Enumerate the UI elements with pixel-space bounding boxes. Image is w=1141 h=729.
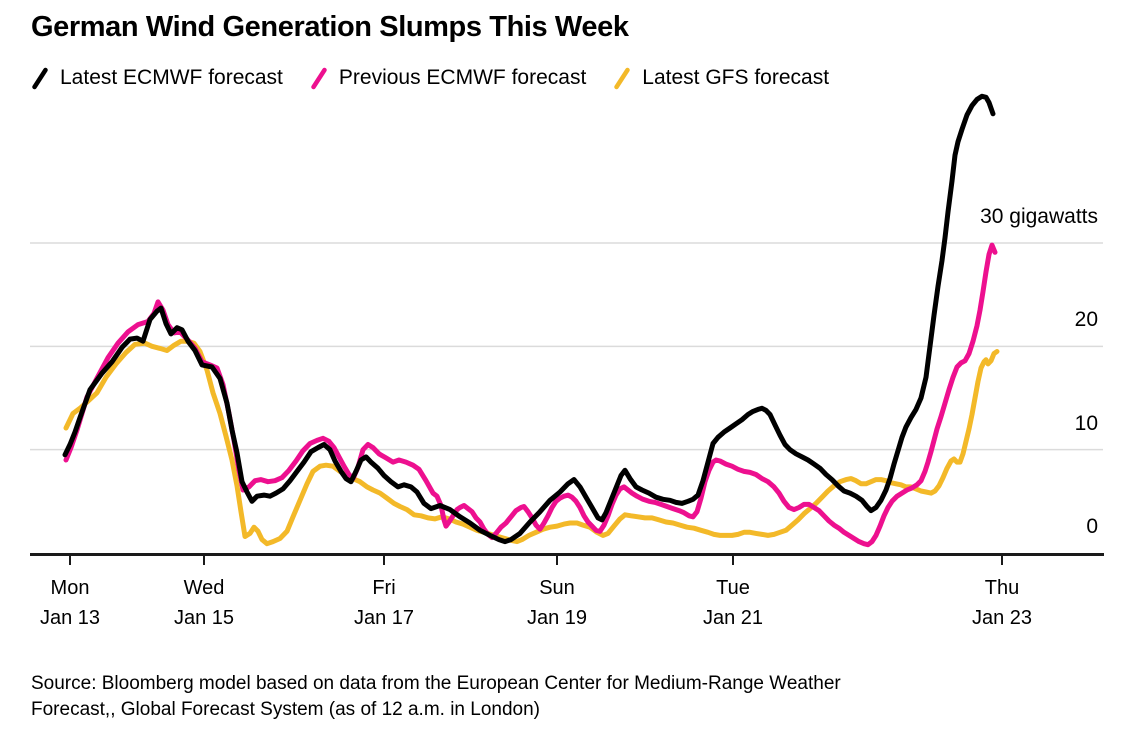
legend-item-latest-ecmwf: Latest ECMWF forecast — [32, 66, 283, 90]
x-tick-date: Jan 21 — [702, 607, 764, 629]
legend-label-latest-gfs: Latest GFS forecast — [642, 66, 830, 89]
y-tick-label-0: 0 — [1084, 515, 1100, 539]
x-tick-day: Wed — [183, 577, 225, 599]
legend-slash-previous-ecmwf-icon — [311, 67, 327, 89]
legend-item-latest-gfs: Latest GFS forecast — [614, 66, 829, 90]
source-line-1: Source: Bloomberg model based on data fr… — [31, 673, 841, 694]
legend-slash-latest-gfs-icon — [614, 67, 631, 89]
series-previous-ecmwf — [63, 242, 998, 548]
y-tick-label-30: 30 gigawatts — [954, 205, 1100, 229]
y-tick-label-10: 10 — [1072, 411, 1100, 436]
legend-label-previous-ecmwf: Previous ECMWF forecast — [338, 66, 587, 89]
source-note: Source: Bloomberg model based on data fr… — [31, 671, 841, 723]
x-tick-date: Jan 17 — [353, 607, 415, 629]
series-latest-ecmwf — [62, 93, 996, 545]
x-tick-day: Thu — [984, 577, 1020, 599]
x-tick-date: Jan 13 — [39, 607, 101, 629]
x-tick-label-fri: Fri Jan 17 — [314, 573, 454, 633]
legend: Latest ECMWF forecast Previous ECMWF for… — [32, 66, 829, 90]
x-tick-day: Fri — [372, 577, 396, 599]
legend-slash-latest-ecmwf-icon — [32, 67, 48, 89]
source-line-2: Forecast,, Global Forecast System (as of… — [31, 699, 541, 720]
legend-item-previous-ecmwf: Previous ECMWF forecast — [311, 66, 586, 90]
x-tick-date: Jan 23 — [971, 607, 1033, 629]
y-tick-label-20: 20 — [1072, 308, 1100, 333]
x-tick-label-tue: Tue Jan 21 — [663, 573, 803, 633]
x-tick-day: Mon — [50, 577, 90, 599]
x-tick-day: Sun — [539, 577, 575, 599]
x-tick-label-sun: Sun Jan 19 — [487, 573, 627, 633]
chart-title: German Wind Generation Slumps This Week — [31, 11, 629, 43]
x-tick-label-wed: Wed Jan 15 — [134, 573, 274, 633]
x-tick-label-mon: Mon Jan 13 — [0, 573, 140, 633]
x-tick-date: Jan 19 — [526, 607, 588, 629]
x-tick-day: Tue — [716, 577, 750, 599]
x-tick-date: Jan 15 — [173, 607, 235, 629]
x-tick-label-thu: Thu Jan 23 — [932, 573, 1072, 633]
legend-label-latest-ecmwf: Latest ECMWF forecast — [60, 66, 283, 89]
